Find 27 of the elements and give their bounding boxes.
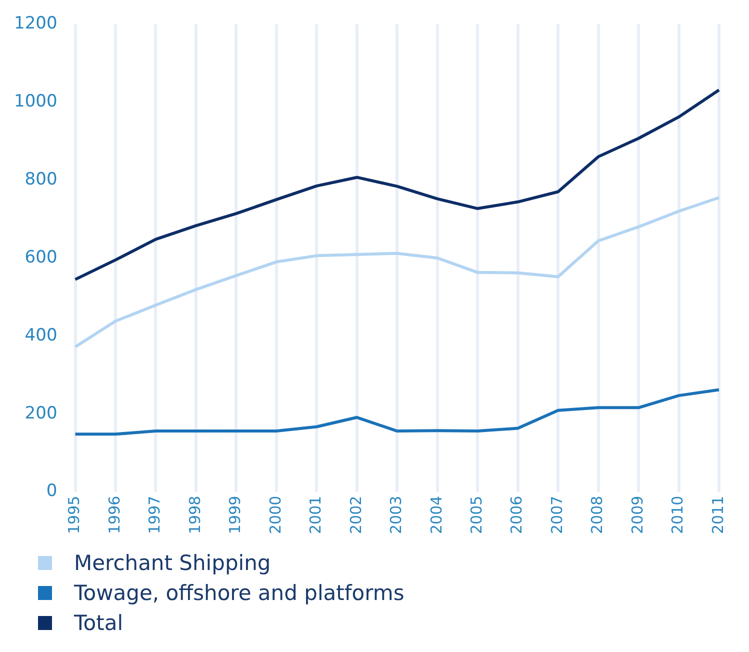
x-tick-label: 2007 xyxy=(548,496,566,534)
y-tick-label: 0 xyxy=(46,481,58,502)
y-tick-label: 200 xyxy=(24,403,58,424)
y-tick-label: 1000 xyxy=(14,92,58,112)
y-tick-label: 600 xyxy=(24,247,58,268)
legend-label: Merchant Shipping xyxy=(74,551,271,575)
y-tick-label: 400 xyxy=(24,325,58,346)
y-tick-label: 1200 xyxy=(14,14,58,34)
x-tick-label: 2010 xyxy=(668,496,687,534)
x-tick-label: 1999 xyxy=(226,496,244,534)
x-tick-label: 1996 xyxy=(105,496,124,534)
legend-label: Towage, offshore and platforms xyxy=(74,581,404,605)
legend-label: Total xyxy=(74,611,124,635)
x-tick-label: 2005 xyxy=(467,496,486,534)
x-tick-label: 2011 xyxy=(708,496,727,534)
x-tick-label: 2004 xyxy=(427,496,446,534)
x-tick-label: 2000 xyxy=(266,496,284,534)
x-tick-label: 2008 xyxy=(588,496,606,534)
x-tick-label: 1997 xyxy=(146,496,164,534)
x-tick-label: 2009 xyxy=(628,496,646,534)
y-tick-label: 800 xyxy=(24,169,58,190)
x-tick-label: 2001 xyxy=(306,496,325,534)
x-tick-label: 1998 xyxy=(186,496,204,534)
x-tick-label: 2006 xyxy=(508,496,526,534)
x-tick-label: 2002 xyxy=(346,496,365,534)
x-tick-label: 1995 xyxy=(65,496,84,534)
x-tick-label: 2003 xyxy=(387,496,406,534)
